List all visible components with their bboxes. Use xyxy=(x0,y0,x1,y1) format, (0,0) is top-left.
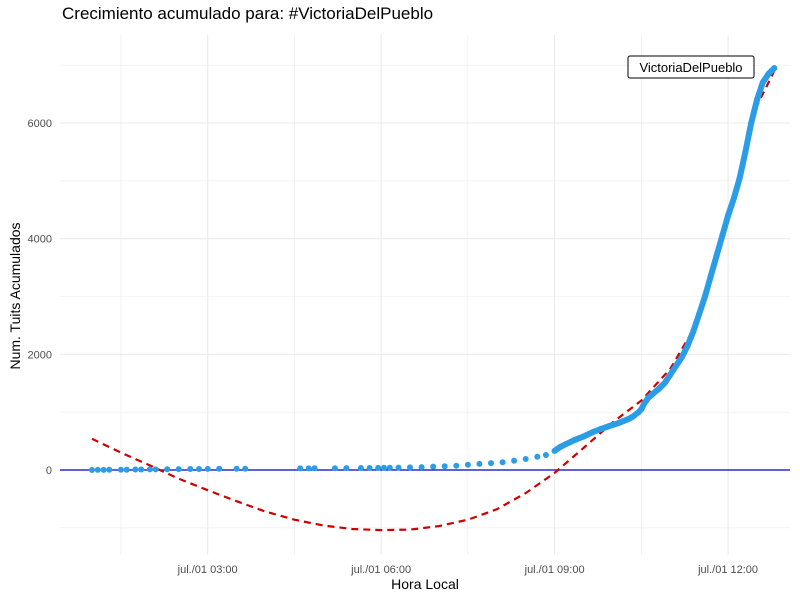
data-point xyxy=(164,466,171,473)
data-point xyxy=(476,460,483,467)
data-point xyxy=(297,465,304,472)
data-point xyxy=(175,466,182,473)
data-point xyxy=(488,460,494,467)
data-point xyxy=(522,456,529,462)
data-point xyxy=(511,457,518,464)
chart-title: Crecimiento acumulado para: #VictoriaDel… xyxy=(62,4,434,23)
data-point xyxy=(418,464,425,471)
annotation-group: VictoriaDelPueblo xyxy=(627,55,755,79)
data-point xyxy=(242,465,249,472)
data-point xyxy=(343,465,350,472)
series-label-box xyxy=(627,55,755,79)
fit-line xyxy=(91,70,776,532)
data-point xyxy=(152,466,159,473)
data-point xyxy=(386,464,393,471)
data-point xyxy=(138,466,145,473)
data-point xyxy=(395,464,402,471)
data-point xyxy=(216,465,223,472)
x-tick-label: jul./01 09:00 xyxy=(524,564,585,576)
data-point xyxy=(542,452,549,458)
x-axis-title: Hora Local xyxy=(391,576,459,592)
x-tick-label: jul./01 12:00 xyxy=(697,564,758,576)
data-point-trail xyxy=(551,65,778,454)
data-point xyxy=(464,461,471,468)
fit-line-group xyxy=(91,70,776,532)
data-point xyxy=(430,463,437,470)
x-tick-label: jul./01 06:00 xyxy=(350,564,411,576)
data-point xyxy=(233,465,240,472)
data-point xyxy=(357,465,364,471)
data-point xyxy=(94,466,101,473)
data-point xyxy=(407,464,413,471)
data-point xyxy=(89,467,95,473)
data-point xyxy=(123,466,130,473)
y-tick-label: 0 xyxy=(46,465,52,477)
data-point xyxy=(132,466,139,473)
data-point xyxy=(100,466,107,473)
data-point xyxy=(534,453,541,460)
x-tick-label: jul./01 03:00 xyxy=(177,564,238,576)
data-point xyxy=(366,465,373,471)
data-point xyxy=(187,466,194,472)
series-label: VictoriaDelPueblo xyxy=(639,60,742,75)
data-point xyxy=(381,464,387,471)
data-point xyxy=(196,466,202,472)
data-point xyxy=(117,466,124,473)
data-point xyxy=(204,465,211,472)
data-point xyxy=(375,464,382,471)
grid xyxy=(60,35,790,555)
data-point xyxy=(453,462,460,469)
y-tick-label: 2000 xyxy=(28,349,52,361)
data-point xyxy=(331,465,338,472)
data-point xyxy=(441,463,448,470)
data-point xyxy=(146,466,153,473)
y-axis-title: Num. Tuits Acumulados xyxy=(7,222,23,369)
data-point xyxy=(499,459,506,466)
data-point xyxy=(311,465,318,472)
y-tick-label: 4000 xyxy=(28,234,52,246)
y-tick-label: 6000 xyxy=(28,118,52,130)
points-group xyxy=(89,65,778,473)
data-point xyxy=(305,465,312,472)
tick-labels: 0 2000 4000 6000 jul./01 03:00 jul./01 06:00 j… xyxy=(28,118,759,576)
data-point xyxy=(106,466,113,473)
